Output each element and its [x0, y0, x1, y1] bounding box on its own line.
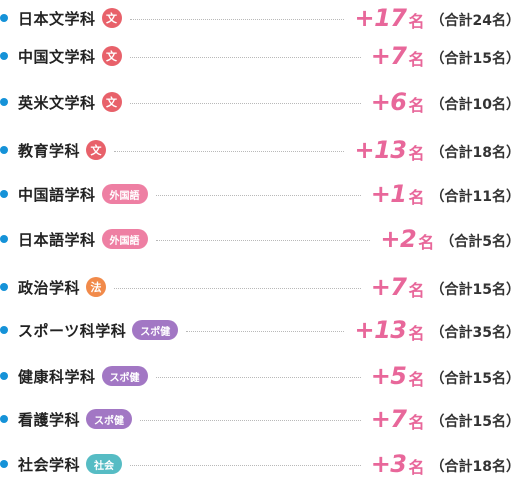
- bullet-icon: [0, 415, 8, 423]
- department-name: 健康科学科: [18, 367, 96, 386]
- increase-count: +13: [354, 136, 407, 164]
- total-count: （合計18名）: [430, 459, 520, 475]
- total-count: （合計18名）: [430, 145, 520, 161]
- total-count: （合計11名）: [430, 189, 520, 205]
- unit-label: 名: [418, 233, 435, 252]
- faculty-badge: 文: [101, 46, 122, 66]
- list-item: 社会学科 社会 +3 名 （合計18名）: [0, 447, 520, 481]
- list-item: 日本語学科 外国語 +2 名 （合計5名）: [0, 222, 520, 256]
- increase-count: +17: [354, 4, 407, 32]
- dotted-leader: [155, 194, 361, 196]
- department-name: 日本文学科: [18, 9, 96, 28]
- list-item: 健康科学科 スポ健 +5 名 （合計15名）: [0, 359, 520, 393]
- department-name: 看護学科: [18, 410, 81, 429]
- increase-count: +2: [380, 225, 417, 253]
- list-item: 中国文学科文 +7 名 （合計15名）: [0, 39, 520, 73]
- list-item: 政治学科法 +7 名 （合計15名）: [0, 270, 520, 304]
- list-item: 教育学科文 +13 名 （合計18名）: [0, 133, 520, 167]
- bullet-icon: [0, 372, 8, 380]
- bullet-icon: [0, 14, 8, 22]
- dotted-leader: [130, 464, 361, 466]
- bullet-icon: [0, 52, 8, 60]
- list-item: 英米文学科文 +6 名 （合計10名）: [0, 85, 520, 119]
- list-item: 日本文学科文 +17 名 （合計24名）: [0, 1, 520, 35]
- dotted-leader: [114, 150, 345, 152]
- increase-count: +6: [370, 88, 407, 116]
- increase-count: +7: [370, 405, 407, 433]
- faculty-badge: スポ健: [132, 320, 179, 340]
- department-name: 教育学科: [18, 141, 81, 160]
- bullet-icon: [0, 98, 8, 106]
- total-count: （合計15名）: [430, 282, 520, 298]
- department-name: 社会学科: [18, 455, 81, 474]
- total-count: （合計15名）: [430, 371, 520, 387]
- list-item: 看護学科 スポ健 +7 名 （合計15名）: [0, 402, 520, 436]
- unit-label: 名: [408, 12, 425, 31]
- list-item: スポーツ科学科 スポ健 +13 名 （合計35名）: [0, 313, 520, 347]
- increase-count: +5: [370, 362, 407, 390]
- faculty-badge: 法: [86, 277, 107, 297]
- bullet-icon: [0, 283, 8, 291]
- bullet-icon: [0, 190, 8, 198]
- faculty-badge: スポ健: [86, 409, 133, 429]
- dotted-leader: [186, 330, 345, 332]
- total-count: （合計35名）: [430, 325, 520, 341]
- unit-label: 名: [408, 324, 425, 343]
- bullet-icon: [0, 146, 8, 154]
- increase-count: +7: [370, 42, 407, 70]
- faculty-badge: 社会: [86, 454, 123, 474]
- department-name: 政治学科: [18, 278, 81, 297]
- unit-label: 名: [408, 458, 425, 477]
- total-count: （合計15名）: [430, 51, 520, 67]
- department-name: 中国語学科: [18, 185, 96, 204]
- unit-label: 名: [408, 370, 425, 389]
- dotted-leader: [129, 102, 361, 104]
- increase-count: +7: [370, 273, 407, 301]
- unit-label: 名: [408, 144, 425, 163]
- unit-label: 名: [408, 188, 425, 207]
- dotted-leader: [155, 376, 361, 378]
- department-name: 英米文学科: [18, 93, 96, 112]
- total-count: （合計5名）: [440, 234, 520, 250]
- faculty-badge: スポ健: [101, 366, 148, 386]
- total-count: （合計15名）: [430, 414, 520, 430]
- unit-label: 名: [408, 413, 425, 432]
- increase-count: +3: [370, 450, 407, 478]
- faculty-badge: 外国語: [101, 184, 148, 204]
- department-name: 日本語学科: [18, 230, 96, 249]
- total-count: （合計10名）: [430, 97, 520, 113]
- dotted-leader: [114, 287, 361, 289]
- bullet-icon: [0, 235, 8, 243]
- unit-label: 名: [408, 281, 425, 300]
- faculty-badge: 文: [86, 140, 107, 160]
- list-item: 中国語学科 外国語 +1 名 （合計11名）: [0, 177, 520, 211]
- increase-count: +13: [354, 316, 407, 344]
- dotted-leader: [129, 56, 361, 58]
- bullet-icon: [0, 326, 8, 334]
- unit-label: 名: [408, 96, 425, 115]
- department-name: 中国文学科: [18, 47, 96, 66]
- faculty-badge: 外国語: [101, 229, 148, 249]
- department-name: スポーツ科学科: [18, 321, 127, 340]
- dotted-leader: [129, 18, 345, 20]
- total-count: （合計24名）: [430, 13, 520, 29]
- dotted-leader: [155, 239, 371, 241]
- unit-label: 名: [408, 50, 425, 69]
- increase-count: +1: [370, 180, 407, 208]
- dotted-leader: [140, 419, 361, 421]
- faculty-badge: 文: [101, 92, 122, 112]
- bullet-icon: [0, 460, 8, 468]
- faculty-badge: 文: [101, 8, 122, 28]
